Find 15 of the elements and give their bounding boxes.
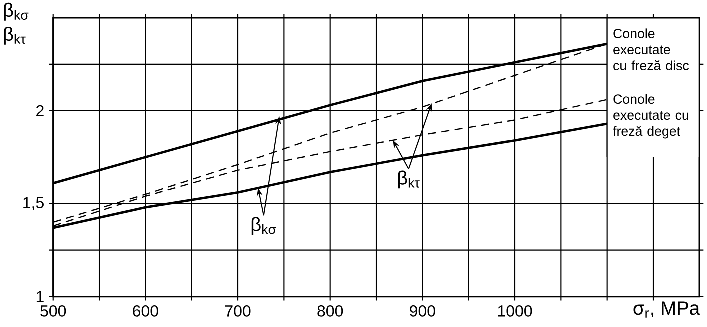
x-tick-label: 700 <box>225 306 251 317</box>
y-tick-label: 2 <box>36 105 44 117</box>
annotation: β$_{kσ}$ <box>252 217 276 236</box>
y-tick-label: 1,5 <box>24 197 44 210</box>
x-tick-label: 500 <box>40 306 66 317</box>
y-tick-label: 1 <box>36 291 44 302</box>
annotation: β$_{kτ}$ <box>398 170 420 189</box>
x-tick-label: 900 <box>410 306 436 317</box>
y-axis-title: β$_{kσ}$ β$_{kτ}$ <box>4 3 29 45</box>
annotation: Conole executate cu freză disc <box>614 28 690 71</box>
x-tick-label: 600 <box>133 306 158 317</box>
x-tick-label: 800 <box>318 306 344 317</box>
annotation: Conole executate cu freză deget <box>613 94 689 139</box>
x-tick-label: 1000 <box>498 306 532 317</box>
x-axis-title: σ$_{r}$, MPa <box>634 302 700 318</box>
